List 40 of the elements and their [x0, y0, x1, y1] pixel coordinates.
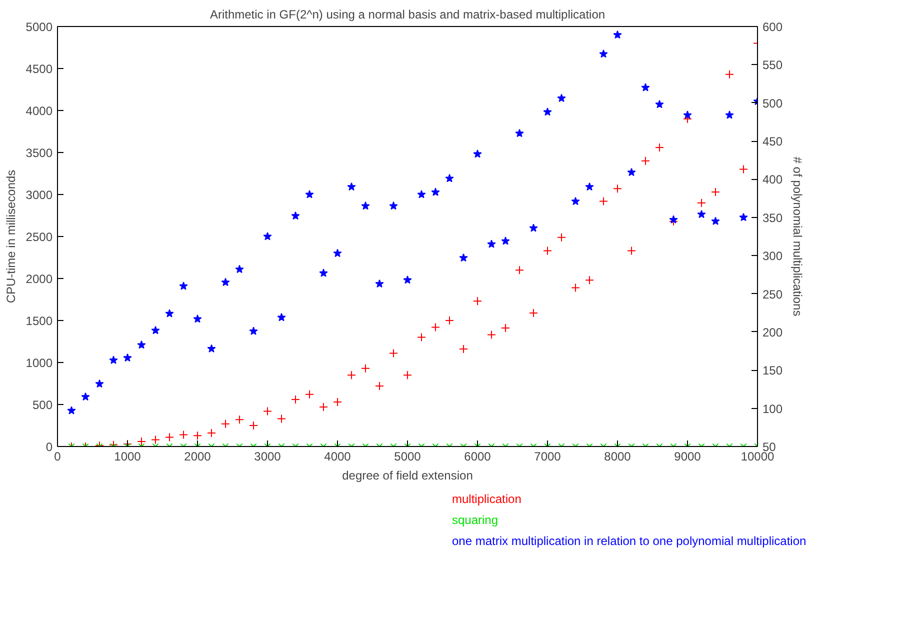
- x-tick-label: 10000: [740, 450, 775, 464]
- x-tick-label: 7000: [534, 450, 562, 464]
- y-tick-label: 5000: [26, 20, 53, 34]
- y2-tick-label: 600: [762, 20, 783, 34]
- y2-tick-label: 550: [762, 58, 783, 72]
- y-tick-label: 3500: [26, 146, 53, 160]
- y2-axis-title: # of polynomial multiplications: [790, 156, 805, 316]
- y-tick-label: 1000: [26, 356, 53, 370]
- x-tick-label: 4000: [324, 450, 352, 464]
- y2-tick-label: 200: [762, 325, 783, 340]
- y-tick-label: 4000: [26, 104, 53, 118]
- text: one matrix multiplication in relation to one polynomial multiplication: [452, 534, 806, 548]
- x-tick-label: 5000: [394, 450, 422, 464]
- y-axis-title: CPU-time in milliseconds: [4, 170, 18, 304]
- y2-tick-label: 100: [762, 402, 783, 416]
- y-tick-label: 3000: [26, 188, 53, 202]
- y-tick-label: 0: [46, 440, 53, 454]
- x-tick-label: 0: [54, 450, 62, 464]
- x-axis-title: degree of field extension: [342, 468, 473, 482]
- y2-tick-label: 350: [762, 210, 783, 225]
- y2-tick-label: 500: [762, 96, 783, 110]
- y2-tick-label: 450: [762, 134, 783, 149]
- x-tick-label: 1000: [114, 450, 142, 464]
- text: multiplication: [452, 492, 522, 506]
- x-tick-label: 6000: [464, 450, 492, 464]
- y2-tick-label: 300: [762, 249, 783, 264]
- x-tick-label: 3000: [254, 450, 282, 464]
- text: squaring: [452, 513, 498, 527]
- x-tick-label: 9000: [674, 450, 702, 464]
- y-tick-label: 2500: [26, 230, 53, 244]
- chart-title: Arithmetic in GF(2^n) using a normal basis and matrix-based multiplication: [210, 8, 606, 22]
- y-tick-label: 500: [32, 398, 53, 412]
- y-tick-label: 2000: [26, 272, 53, 286]
- y2-tick-label: 150: [762, 364, 783, 378]
- y2-tick-label: 400: [762, 172, 783, 187]
- x-tick-label: 8000: [604, 450, 632, 464]
- y2-tick-label: 250: [762, 287, 783, 302]
- x-tick-label: 2000: [184, 450, 212, 464]
- y-tick-label: 4500: [26, 62, 53, 76]
- y-tick-label: 1500: [26, 314, 53, 328]
